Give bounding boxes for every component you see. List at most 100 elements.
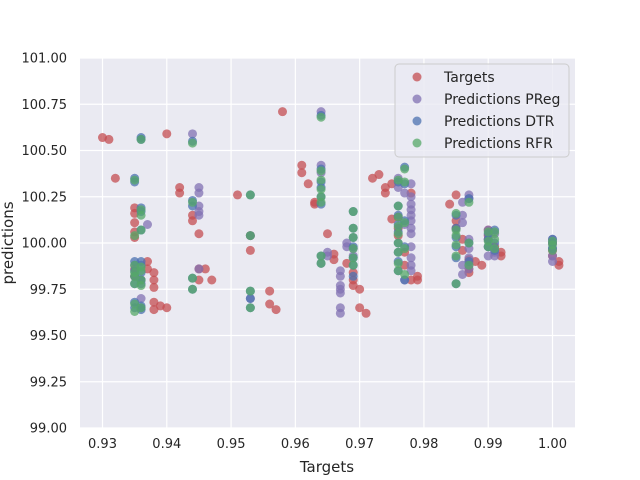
data-point [188,216,197,226]
data-point [355,303,365,313]
data-point [380,188,390,198]
data-point [490,244,500,254]
data-point [188,284,197,294]
data-point [316,166,326,176]
data-point [104,134,114,144]
x-tick-label: 0.99 [474,437,503,452]
legend-box [394,63,570,158]
legend-marker [412,138,422,148]
y-tick-label: 101.00 [22,52,68,67]
legend-marker [412,94,422,104]
y-axis-label: predictions [0,201,17,284]
data-point [149,282,159,292]
y-tick-label: 99.75 [30,283,67,298]
data-point [393,212,403,222]
data-point [458,218,467,228]
data-point [393,229,403,239]
data-point [374,170,384,180]
y-tick-label: 100.50 [22,144,68,159]
legend-label: Predictions DTR [444,114,555,130]
data-point [393,238,403,248]
data-point [303,179,313,189]
data-point [188,273,197,283]
data-point [400,218,410,228]
legend-label: Targets [443,70,495,86]
data-point [445,199,455,209]
data-point [464,197,474,207]
data-point [233,190,242,200]
data-point [316,175,326,185]
data-point [136,134,146,144]
data-point [136,266,146,276]
x-tick-label: 0.95 [217,437,246,452]
data-point [200,264,210,274]
data-point [548,257,557,266]
data-point [413,275,422,285]
data-point [188,129,197,139]
data-point [136,210,146,220]
data-point [406,192,416,202]
data-point [400,177,410,187]
data-point [477,260,487,270]
legend-marker [412,116,422,126]
x-tick-labels: 0.93 0.94 0.95 0.96 0.97 0.98 0.99 1.00 [88,437,567,452]
data-point [451,251,461,261]
data-point [188,138,197,148]
data-point [245,286,255,296]
data-point [130,231,140,241]
data-points [98,107,564,318]
data-point [194,229,204,239]
series-3-points [130,112,557,316]
data-point [451,231,461,241]
data-point [245,303,255,313]
data-point [188,197,197,207]
data-point [355,284,365,294]
data-point [265,299,275,309]
data-point [451,190,461,200]
data-point [458,269,467,279]
data-point [297,168,307,178]
data-point [297,160,307,170]
data-point [323,229,332,239]
data-point [175,188,185,198]
data-point [110,173,120,183]
x-tick-label: 0.94 [152,437,181,452]
data-point [162,303,172,313]
data-point [136,303,146,313]
data-point [136,225,146,235]
data-point [464,260,474,270]
data-point [393,201,403,211]
data-point [451,279,461,289]
data-point [194,188,204,198]
data-point [490,227,500,237]
data-point [393,258,403,268]
data-point [316,184,326,194]
data-point [348,207,358,217]
data-point [323,251,332,261]
data-point [316,112,326,122]
y-tick-label: 99.25 [30,375,67,390]
data-point [348,260,358,270]
data-point [400,244,410,254]
data-point [316,258,326,268]
data-point [143,220,152,229]
data-point [149,275,159,285]
data-point [194,210,204,220]
data-point [162,129,172,139]
data-point [348,271,358,281]
data-point [316,251,326,261]
data-point [451,240,461,250]
data-point [194,264,204,274]
data-point [348,232,358,242]
legend-label: Predictions PReg [444,92,560,108]
data-point [348,253,358,263]
y-tick-labels: 99.00 99.25 99.50 99.75 100.00 100.25 100.50 10… [22,52,68,437]
data-point [348,244,358,254]
y-tick-label: 99.00 [30,422,67,437]
data-point [136,281,146,291]
data-point [483,227,493,237]
data-point [207,275,217,285]
legend: Targets Predictions PReg Predictions DTR Pr… [394,63,570,158]
data-point [335,308,345,318]
data-point [265,286,275,296]
